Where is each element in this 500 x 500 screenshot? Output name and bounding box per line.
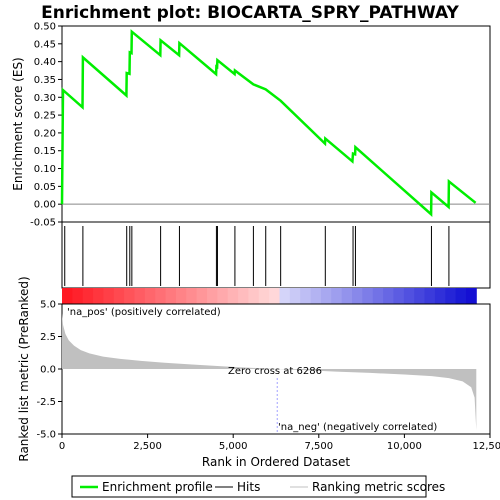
es-ytick-label: 0.05 <box>34 182 56 193</box>
colorbar-segment <box>238 288 249 304</box>
colorbar-segment <box>393 288 405 304</box>
hits-panel-frame <box>61 221 491 289</box>
es-ytick-label: 0.35 <box>34 75 56 86</box>
colorbar-segment <box>82 288 94 304</box>
colorbar-segment <box>372 288 384 304</box>
legend-label: Ranking metric scores <box>312 480 445 494</box>
colorbar-segment <box>113 288 125 304</box>
colorbar-segment <box>258 288 270 304</box>
colorbar-segment <box>134 288 146 304</box>
colorbar-segment <box>62 288 73 304</box>
es-ylabel: Enrichment score (ES) <box>11 57 25 190</box>
colorbar-segment <box>352 288 363 304</box>
colorbar-segment <box>300 288 312 304</box>
legend-frame <box>71 475 427 498</box>
colorbar-segment <box>424 288 436 304</box>
metric-ytick-label: -5.0 <box>36 430 56 441</box>
colorbar-segment <box>186 288 198 304</box>
colorbar-segment <box>331 288 343 304</box>
es-ytick-label: 0.30 <box>34 93 56 104</box>
x-axis: 0 2,500 5,000 7,500 10,000 12,500 <box>59 434 500 452</box>
colorbar-segment <box>207 288 218 304</box>
es-ytick-label: 0.00 <box>34 200 56 211</box>
es-ytick-label: 0.10 <box>34 164 56 175</box>
es-panel-frame <box>61 25 491 223</box>
colorbar-segment <box>217 288 229 304</box>
colorbar-segment <box>414 288 426 304</box>
colorbar-segment <box>155 288 167 304</box>
colorbar-segment <box>455 288 467 304</box>
enrichment-profile-line <box>60 29 477 217</box>
colorbar-segment <box>341 288 353 304</box>
metric-ytick-label: -2.5 <box>36 397 56 408</box>
es-ytick-label: -0.05 <box>30 218 56 229</box>
colorbar-segment <box>279 288 291 304</box>
colorbar-segment <box>383 288 394 304</box>
colorbar-segment <box>362 288 374 304</box>
colorbar-segment <box>93 288 104 304</box>
colorbar-segment <box>445 288 457 304</box>
zero-cross-label: Zero cross at 6286 <box>228 366 322 377</box>
na-neg-label: 'na_neg' (negatively correlated) <box>278 422 437 433</box>
metric-panel: -5.0 -2.5 0.0 2.5 5.0 'na_pos' (positively c… <box>17 276 491 462</box>
colorbar-segment <box>124 288 136 304</box>
colorbar-segment <box>175 288 187 304</box>
x-tick-label: 5,000 <box>219 441 248 452</box>
x-tick-label: 0 <box>59 441 65 452</box>
metric-ytick-label: 0.0 <box>40 365 56 376</box>
metric-ytick-label: 2.5 <box>40 332 56 343</box>
colorbar-segment <box>103 288 115 304</box>
es-ytick-label: 0.20 <box>34 128 56 139</box>
rank-colorbar <box>62 288 477 304</box>
ranking-metric-area <box>62 313 477 431</box>
colorbar-segment <box>248 288 260 304</box>
colorbar-segment <box>227 288 239 304</box>
colorbar-segment <box>289 288 301 304</box>
x-axis-label: Rank in Ordered Dataset <box>202 455 350 469</box>
colorbar-segment <box>310 288 322 304</box>
metric-ylabel: Ranked list metric (PreRanked) <box>17 276 31 461</box>
metric-yticks: -5.0 -2.5 0.0 2.5 5.0 <box>36 300 62 441</box>
colorbar-segment <box>269 288 281 304</box>
colorbar-segment <box>144 288 156 304</box>
hits-panel <box>61 221 491 289</box>
es-ytick-label: 0.25 <box>34 111 56 122</box>
x-tick-label: 12,500 <box>473 441 500 452</box>
colorbar-segment <box>403 288 415 304</box>
legend-label: Enrichment profile <box>102 480 213 494</box>
colorbar-segment <box>165 288 177 304</box>
na-pos-label: 'na_pos' (positively correlated) <box>67 307 221 318</box>
chart-title: Enrichment plot: BIOCARTA_SPRY_PATHWAY <box>41 3 459 23</box>
colorbar-segment <box>434 288 446 304</box>
colorbar-segment <box>465 288 477 304</box>
es-ytick-label: 0.15 <box>34 146 56 157</box>
es-ytick-label: 0.50 <box>34 22 56 33</box>
x-tick-label: 2,500 <box>133 441 162 452</box>
colorbar-segment <box>320 288 332 304</box>
es-ytick-label: 0.45 <box>34 39 56 50</box>
x-tick-label: 10,000 <box>387 441 422 452</box>
x-tick-label: 7,500 <box>304 441 333 452</box>
metric-ytick-label: 5.0 <box>40 300 56 311</box>
colorbar-segment <box>196 288 208 304</box>
es-ytick-label: 0.40 <box>34 57 56 68</box>
legend: Enrichment profile Hits Ranking metric sco… <box>71 475 445 498</box>
colorbar-segment <box>72 288 84 304</box>
hits-lines <box>64 226 450 286</box>
es-panel: -0.05 0.00 0.05 0.10 0.15 0.20 0.25 0.30 0.35 0.4… <box>11 22 491 229</box>
legend-label: Hits <box>237 480 260 494</box>
es-yticks: -0.05 0.00 0.05 0.10 0.15 0.20 0.25 0.30 0.35 0.4… <box>30 22 62 229</box>
